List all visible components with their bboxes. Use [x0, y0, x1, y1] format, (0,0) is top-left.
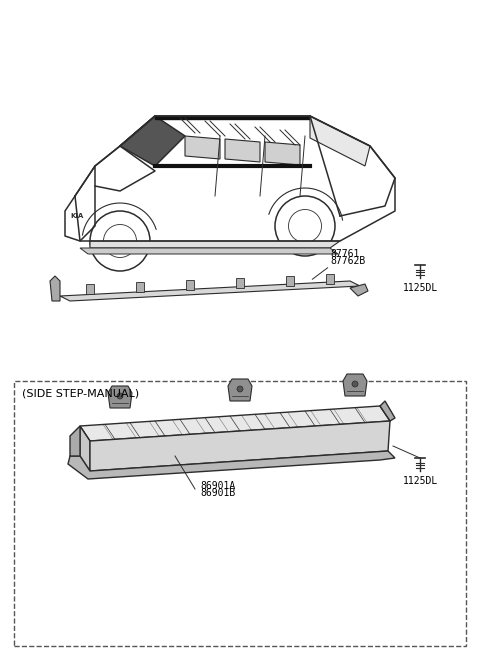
Polygon shape [80, 248, 338, 254]
Bar [186, 280, 194, 290]
Polygon shape [80, 406, 390, 441]
Text: 1125DL: 1125DL [402, 283, 438, 293]
Text: 87762B: 87762B [330, 256, 365, 266]
Bar [14, 381, 466, 646]
Circle shape [237, 386, 243, 392]
Text: 86901B: 86901B [200, 488, 235, 498]
Circle shape [117, 393, 123, 399]
Text: (SIDE STEP-MANUAL): (SIDE STEP-MANUAL) [22, 389, 139, 399]
Bar [286, 276, 294, 286]
Bar [136, 282, 144, 292]
Polygon shape [185, 136, 220, 159]
Circle shape [352, 381, 358, 387]
Polygon shape [90, 241, 340, 248]
Polygon shape [228, 379, 252, 401]
Text: KIA: KIA [71, 213, 84, 219]
Polygon shape [50, 276, 60, 301]
Polygon shape [60, 281, 360, 301]
Text: 87761: 87761 [330, 249, 360, 259]
Polygon shape [350, 284, 368, 296]
Polygon shape [120, 116, 185, 166]
Polygon shape [225, 139, 260, 162]
Text: 1125DL: 1125DL [402, 476, 438, 486]
Polygon shape [80, 426, 90, 471]
Text: 86901A: 86901A [200, 481, 235, 491]
Polygon shape [265, 142, 300, 165]
Bar [326, 274, 334, 284]
Bar [236, 278, 244, 288]
Polygon shape [343, 374, 367, 396]
Polygon shape [108, 386, 132, 408]
Polygon shape [70, 426, 80, 456]
Polygon shape [310, 116, 370, 166]
Polygon shape [380, 401, 395, 421]
Polygon shape [68, 451, 395, 479]
Bar [86, 284, 94, 294]
Polygon shape [90, 421, 390, 471]
